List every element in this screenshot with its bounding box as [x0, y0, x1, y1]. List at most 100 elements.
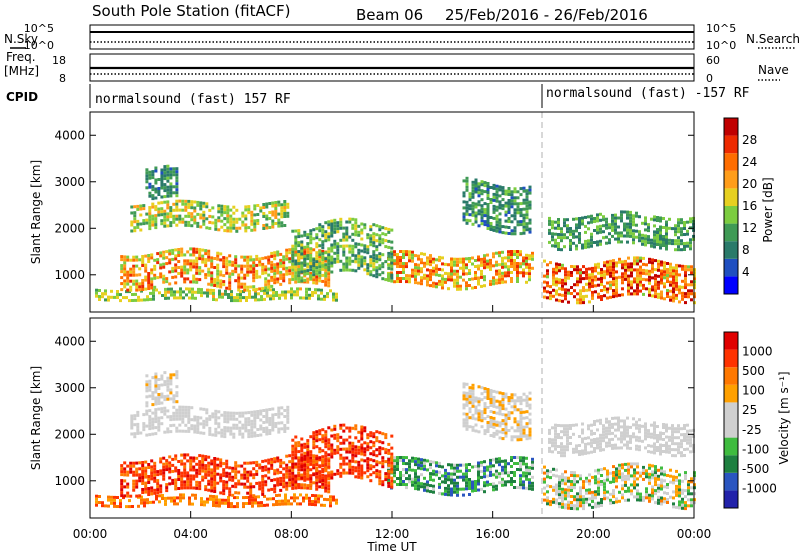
time-tick-label: 00:00 [677, 527, 712, 541]
velocity-colorbar-tick: 100 [742, 384, 765, 398]
power-colorbar-tick: 24 [742, 155, 757, 169]
power-colorbar-tick: 28 [742, 133, 757, 147]
power-colorbar-tick: 16 [742, 199, 757, 213]
noise-tick-top-left: 10^5 [24, 22, 54, 35]
freq-tick-top: 18 [52, 54, 66, 67]
power-y-axis: 1000 2000 3000 4000 [54, 128, 694, 282]
power-colorbar-swatch [724, 206, 738, 224]
velocity-colorbar-tick: -1000 [742, 481, 777, 495]
power-echo-region [462, 176, 532, 236]
velocity-colorbar-tick: -500 [742, 462, 769, 476]
power-echo-region [130, 199, 290, 233]
velocity-ytick-label: 1000 [54, 474, 85, 488]
power-colorbar-label: Power [dB] [761, 177, 775, 242]
velocity-ylabel: Slant Range [km] [29, 366, 43, 470]
velocity-colorbar-tick: 500 [742, 364, 765, 378]
power-echo-region [120, 247, 331, 292]
power-echo-region [145, 164, 179, 201]
freq-unit-label: [MHz] [4, 64, 39, 78]
power-colorbar-swatch [724, 153, 738, 171]
nave-tick-bottom: 0 [706, 72, 713, 85]
noise-tick-top-right: 10^5 [706, 22, 736, 35]
velocity-echo-region [543, 462, 696, 511]
time-tick-label: 16:00 [475, 527, 510, 541]
velocity-colorbar-label: Velocity [m s⁻¹] [777, 371, 791, 464]
velocity-colorbar-swatch [724, 332, 738, 350]
velocity-echo-region [130, 405, 290, 439]
power-colorbar-swatch [724, 223, 738, 242]
velocity-echo-region [95, 493, 338, 509]
time-tick-label: 08:00 [274, 527, 309, 541]
noise-tick-bottom-left: 10^0 [24, 39, 54, 52]
velocity-colorbar-swatch [724, 437, 738, 456]
time-axis: 00:00 04:00 08:00 12:00 16:00 20:00 00:00 [73, 305, 712, 541]
power-colorbar-frame [723, 117, 739, 295]
velocity-colorbar-tick: -25 [742, 423, 762, 437]
power-colorbar-tick: 20 [742, 177, 757, 191]
power-colorbar-swatch [724, 135, 738, 154]
velocity-panel: 1000 2000 3000 4000 Slant Range [km] 1000 50… [29, 317, 791, 519]
power-ytick-label: 4000 [54, 128, 85, 142]
velocity-ytick-label: 2000 [54, 427, 85, 441]
date-range-title: 25/Feb/2016 - 26/Feb/2016 [445, 6, 648, 24]
nsearch-label: N.Search [746, 32, 800, 46]
power-panel: 1000 2000 3000 4000 Slant Range [km] 4 8 12 16… [29, 111, 775, 313]
power-colorbar-swatch [724, 188, 738, 206]
velocity-colorbar-swatch [724, 349, 738, 368]
freq-panel: 18 8 60 0 Freq. [MHz] Nave [4, 50, 789, 85]
freq-label: Freq. [6, 50, 36, 64]
velocity-colorbar-tick: 25 [742, 403, 757, 417]
nsky-label: N.Sky [4, 32, 38, 46]
velocity-echo-region [291, 423, 394, 490]
velocity-ytick-label: 3000 [54, 381, 85, 395]
velocity-ytick-label: 4000 [54, 334, 85, 348]
velocity-echo-region [145, 370, 179, 408]
time-axis-label: Time UT [366, 540, 417, 554]
velocity-colorbar-tick: 1000 [742, 345, 773, 359]
velocity-colorbar-frame [723, 331, 739, 509]
power-echo-region [543, 256, 696, 305]
power-colorbar-tick: 8 [742, 243, 750, 257]
cpid-label: CPID [6, 90, 38, 104]
time-tick-label: 00:00 [73, 527, 108, 541]
power-colorbar-swatch [724, 276, 738, 294]
velocity-colorbar: 1000 500 100 25 -25 -100 -500 -1000 [723, 331, 777, 509]
power-ytick-label: 3000 [54, 175, 85, 189]
power-colorbar-swatch [724, 170, 738, 189]
power-colorbar: 4 8 12 16 20 24 28 [723, 117, 757, 295]
time-tick-label: 12:00 [375, 527, 410, 541]
velocity-colorbar-swatch [724, 384, 738, 403]
station-title: South Pole Station (fitACF) [92, 2, 290, 20]
power-echo-region [548, 210, 695, 252]
power-colorbar-swatch [724, 241, 738, 259]
velocity-colorbar-swatch [724, 420, 738, 438]
velocity-colorbar-swatch [724, 455, 738, 473]
velocity-colorbar-swatch [724, 367, 738, 385]
power-ytick-label: 2000 [54, 221, 85, 235]
noise-panel: 10^5 10^0 10^5 10^0 N.Sky N.Search [4, 22, 800, 52]
time-tick-label: 20:00 [576, 527, 611, 541]
velocity-colorbar-tick: -100 [742, 442, 769, 456]
beam-title: Beam 06 [356, 6, 423, 24]
velocity-colorbar-swatch [724, 490, 738, 508]
velocity-colorbar-swatch [724, 402, 738, 420]
velocity-colorbar-swatch [724, 472, 738, 491]
time-tick-label: 04:00 [173, 527, 208, 541]
power-colorbar-tick: 4 [742, 265, 750, 279]
power-echo-layer [95, 164, 696, 305]
velocity-echo-region [462, 382, 532, 442]
power-colorbar-swatch [724, 118, 738, 136]
power-ylabel: Slant Range [km] [29, 160, 43, 264]
power-echo-region [291, 217, 394, 284]
power-ytick-label: 1000 [54, 268, 85, 282]
nave-tick-top: 60 [706, 54, 720, 67]
cpid-segment-2: normalsound (fast) -157 RF [546, 86, 750, 101]
cpid-row: CPID normalsound (fast) 157 RF normalsou… [6, 84, 750, 108]
freq-tick-bottom: 8 [59, 72, 66, 85]
noise-tick-bottom-right: 10^0 [706, 39, 736, 52]
cpid-segment-1: normalsound (fast) 157 RF [95, 92, 291, 107]
power-colorbar-swatch [724, 258, 738, 277]
velocity-y-axis: 1000 2000 3000 4000 [54, 334, 694, 488]
power-colorbar-tick: 12 [742, 221, 757, 235]
